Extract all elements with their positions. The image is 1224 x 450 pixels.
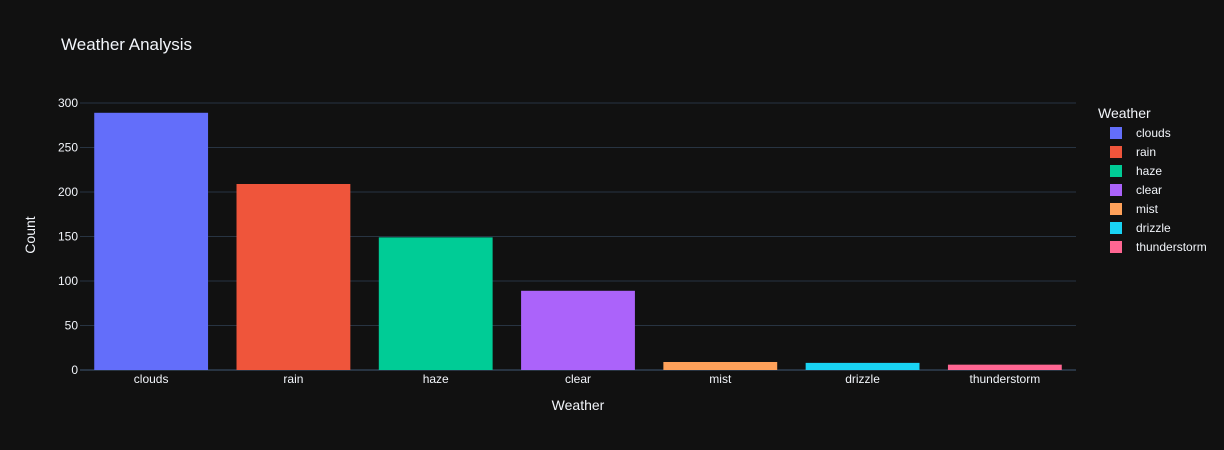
bars — [94, 112, 1062, 370]
y-tick-label: 0 — [71, 363, 78, 377]
bar-rain[interactable] — [236, 183, 351, 370]
legend-swatch-drizzle[interactable] — [1110, 222, 1122, 234]
y-tick-label: 250 — [58, 141, 78, 155]
x-tick-label-clouds: clouds — [134, 372, 169, 386]
y-tick-label: 100 — [58, 274, 78, 288]
legend-swatch-haze[interactable] — [1110, 165, 1122, 177]
legend-label-clear[interactable]: clear — [1136, 183, 1162, 197]
legend-label-rain[interactable]: rain — [1136, 145, 1156, 159]
x-axis-ticks: clouds rain haze clear mist drizzle thundersto… — [134, 372, 1040, 386]
legend-swatch-clear[interactable] — [1110, 184, 1122, 196]
bar-clear[interactable] — [521, 290, 635, 370]
x-tick-label-rain: rain — [283, 372, 303, 386]
x-tick-label-drizzle: drizzle — [845, 372, 880, 386]
legend-title: Weather — [1098, 105, 1151, 121]
chart-title: Weather Analysis — [61, 35, 192, 54]
x-tick-label-mist: mist — [709, 372, 732, 386]
y-tick-label: 300 — [58, 96, 78, 110]
x-axis-title: Weather — [552, 397, 605, 413]
x-tick-label-haze: haze — [423, 372, 449, 386]
legend-swatch-rain[interactable] — [1110, 146, 1122, 158]
y-axis-ticks: 0 50 100 150 200 250 300 — [58, 96, 78, 377]
y-tick-label: 200 — [58, 185, 78, 199]
x-tick-label-clear: clear — [565, 372, 591, 386]
legend-swatch-mist[interactable] — [1110, 203, 1122, 215]
legend-label-haze[interactable]: haze — [1136, 164, 1162, 178]
x-tick-label-thunderstorm: thunderstorm — [970, 372, 1041, 386]
legend-label-mist[interactable]: mist — [1136, 202, 1159, 216]
legend-label-thunderstorm[interactable]: thunderstorm — [1136, 240, 1207, 254]
bar-clouds[interactable] — [94, 112, 209, 370]
bar-mist[interactable] — [663, 361, 778, 370]
bar-thunderstorm[interactable] — [947, 364, 1062, 370]
legend-swatch-thunderstorm[interactable] — [1110, 241, 1122, 253]
legend: Weather clouds rain haze clear mist drizzle th… — [1098, 105, 1207, 254]
legend-label-drizzle[interactable]: drizzle — [1136, 221, 1171, 235]
y-tick-label: 50 — [65, 319, 79, 333]
y-axis-title: Count — [22, 216, 38, 253]
legend-swatch-clouds[interactable] — [1110, 127, 1122, 139]
legend-label-clouds[interactable]: clouds — [1136, 126, 1171, 140]
y-tick-label: 150 — [58, 230, 78, 244]
bar-haze[interactable] — [378, 237, 493, 370]
bar-drizzle[interactable] — [805, 362, 920, 370]
